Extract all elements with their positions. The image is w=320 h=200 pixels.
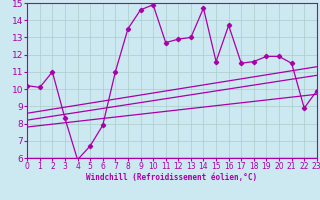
X-axis label: Windchill (Refroidissement éolien,°C): Windchill (Refroidissement éolien,°C): [86, 173, 258, 182]
